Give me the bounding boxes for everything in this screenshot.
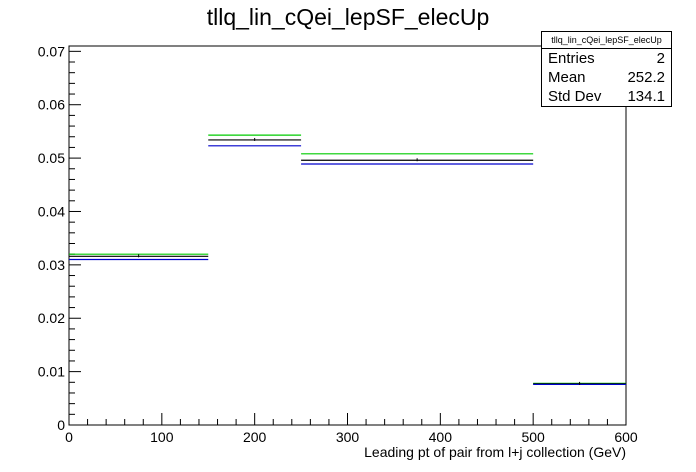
y-tick-label: 0.07 <box>38 43 65 59</box>
x-tick-label: 400 <box>429 429 453 445</box>
tick-labels: 0 0.01 0.02 0.03 0.04 0.05 0.06 0.07 0 100 200 300 4… <box>38 43 638 445</box>
stats-box: tllq_lin_cQei_lepSF_elecUp Entries 2 Mea… <box>541 31 672 107</box>
stats-label: Entries <box>548 50 595 67</box>
x-tick-label: 100 <box>150 429 174 445</box>
x-tick-label: 600 <box>614 429 638 445</box>
stats-value: 134.1 <box>627 88 665 105</box>
x-tick-label: 300 <box>336 429 360 445</box>
stats-row-stddev: Std Dev 134.1 <box>542 87 671 106</box>
y-tick-label: 0.05 <box>38 150 65 166</box>
histogram-bars <box>69 134 626 386</box>
stats-label: Std Dev <box>548 88 602 105</box>
stats-label: Mean <box>548 69 586 86</box>
stats-row-entries: Entries 2 <box>542 49 671 68</box>
stats-value: 2 <box>656 50 665 67</box>
x-tick-label: 0 <box>65 429 73 445</box>
y-tick-label: 0.02 <box>38 310 65 326</box>
stats-value: 252.2 <box>627 69 665 86</box>
x-tick-label: 500 <box>521 429 545 445</box>
stats-row-mean: Mean 252.2 <box>542 68 671 87</box>
axis-ticks <box>68 50 627 426</box>
y-tick-label: 0 <box>57 417 65 433</box>
y-tick-label: 0.01 <box>38 364 65 380</box>
y-tick-label: 0.06 <box>38 97 65 113</box>
y-tick-label: 0.03 <box>38 257 65 273</box>
y-tick-label: 0.04 <box>38 203 65 219</box>
stats-box-title: tllq_lin_cQei_lepSF_elecUp <box>542 32 671 49</box>
x-axis-label: Leading pt of pair from l+j collection (… <box>364 444 626 460</box>
x-tick-label: 200 <box>243 429 267 445</box>
chart-title: tllq_lin_cQei_lepSF_elecUp <box>206 4 490 30</box>
